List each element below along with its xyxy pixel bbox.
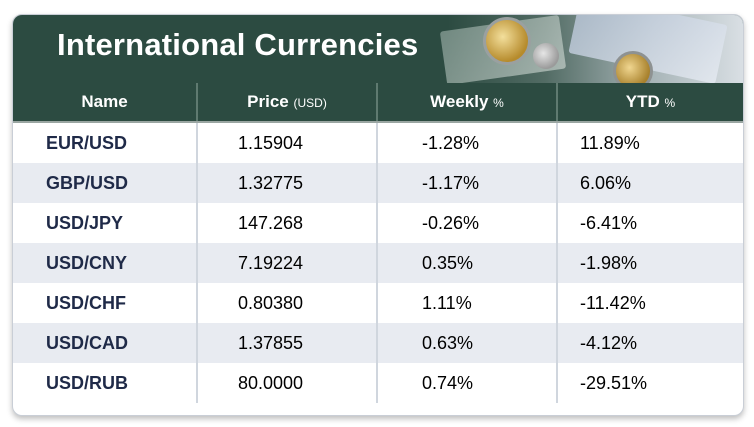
price-value: 1.32775 [196, 163, 377, 203]
weekly-change: 1.11% [376, 283, 557, 323]
ytd-change: -29.51% [556, 363, 743, 403]
currency-pair: GBP/USD [13, 163, 197, 203]
column-header-weekly: Weekly % [376, 83, 557, 123]
page-title: International Currencies [57, 27, 419, 62]
weekly-change: 0.63% [376, 323, 557, 363]
table-row: USD/JPY 147.268 -0.26% -6.41% [13, 203, 743, 243]
currency-card: International Currencies Name Price (USD… [12, 14, 744, 416]
header-banner: International Currencies [13, 15, 743, 83]
weekly-change: -1.17% [376, 163, 557, 203]
table-row: EUR/USD 1.15904 -1.28% 11.89% [13, 122, 743, 163]
price-value: 1.37855 [196, 323, 377, 363]
table-row: USD/CNY 7.19224 0.35% -1.98% [13, 243, 743, 283]
ytd-change: -4.12% [556, 323, 743, 363]
currency-banknotes-coins-image [383, 15, 743, 83]
ytd-change: -1.98% [556, 243, 743, 283]
price-value: 147.268 [196, 203, 377, 243]
table-row: USD/RUB 80.0000 0.74% -29.51% [13, 363, 743, 403]
currency-pair: USD/CAD [13, 323, 197, 363]
currency-pair: USD/RUB [46, 372, 129, 393]
table-row: GBP/USD 1.32775 -1.17% 6.06% [13, 163, 743, 203]
ytd-change: 6.06% [556, 163, 743, 203]
table-row: USD/CAD 1.37855 0.63% -4.12% [13, 323, 743, 363]
weekly-change: 0.74% [376, 363, 557, 403]
column-header-price: Price (USD) [196, 83, 377, 123]
column-header-name: Name [13, 83, 197, 123]
currency-pair: USD/JPY [46, 212, 124, 233]
table-row: USD/CHF 0.80380 1.11% -11.42% [13, 283, 743, 323]
ytd-change: 11.89% [556, 122, 743, 163]
ytd-change: -6.41% [556, 203, 743, 243]
currency-table: Name Price (USD) Weekly % YTD % EUR/USD … [13, 83, 743, 403]
currency-pair: EUR/USD [46, 132, 128, 153]
price-value: 7.19224 [196, 243, 377, 283]
currency-pair: USD/CNY [13, 243, 197, 283]
price-value: 0.80380 [196, 283, 377, 323]
ytd-change: -11.42% [556, 283, 743, 323]
weekly-change: 0.35% [376, 243, 557, 283]
weekly-change: -1.28% [376, 122, 557, 163]
price-value: 80.0000 [196, 363, 377, 403]
price-value: 1.15904 [196, 122, 377, 163]
column-header-ytd: YTD % [556, 83, 743, 123]
table-header-row: Name Price (USD) Weekly % YTD % [13, 83, 743, 123]
weekly-change: -0.26% [376, 203, 557, 243]
currency-pair: USD/CHF [46, 292, 126, 313]
